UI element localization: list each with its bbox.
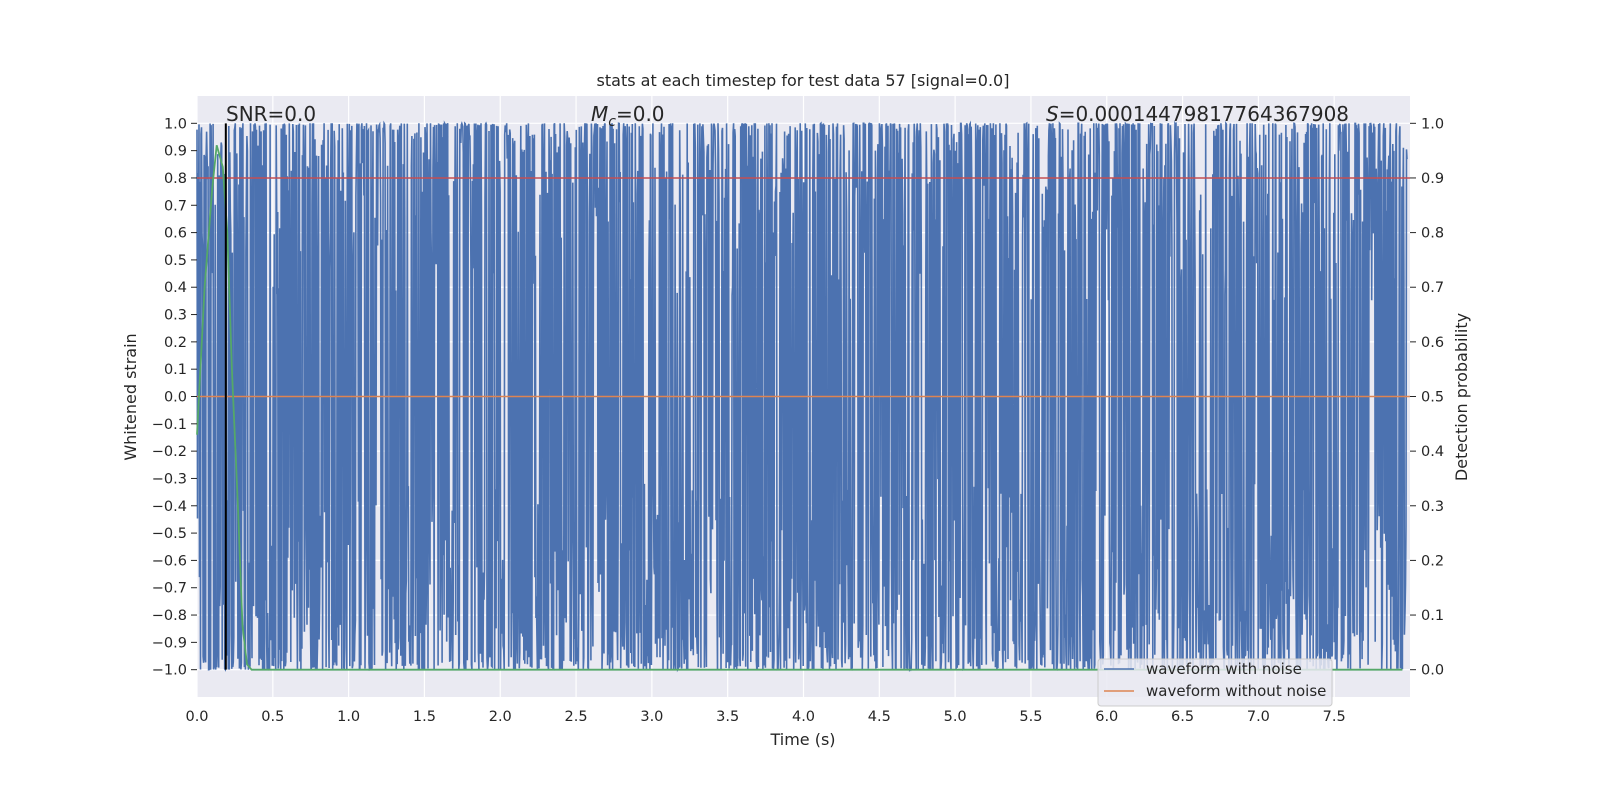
x-tick-label: 4.5 bbox=[868, 709, 891, 725]
y-tick-label: 0.6 bbox=[164, 226, 187, 242]
x-tick-label: 1.5 bbox=[413, 709, 436, 725]
x-tick-label: 0.5 bbox=[261, 709, 284, 725]
s-annotation: S=0.00014479817764367908 bbox=[1046, 102, 1349, 126]
y2-ticks: 1.0 0.9 0.8 0.7 0.6 0.5 0.4 0.3 0.2 0.1 0.0 bbox=[1410, 116, 1444, 679]
y-axis-label: Whitened strain bbox=[121, 333, 140, 460]
legend-label-noise: waveform with noise bbox=[1146, 660, 1302, 678]
y-tick-label: 0.4 bbox=[164, 280, 187, 296]
waveform-with-noise bbox=[196, 120, 1408, 673]
y-tick-label: −0.1 bbox=[152, 417, 187, 433]
y-tick-label: −0.7 bbox=[152, 581, 187, 597]
x-tick-label: 2.0 bbox=[489, 709, 512, 725]
mc-annotation: Mc=0.0 bbox=[591, 102, 665, 130]
y2-axis-label: Detection probability bbox=[1452, 313, 1471, 481]
x-tick-label: 6.5 bbox=[1171, 709, 1194, 725]
x-tick-label: 1.0 bbox=[337, 709, 360, 725]
y2-tick-label: 0.4 bbox=[1421, 444, 1444, 460]
y-tick-label: 0.5 bbox=[164, 253, 187, 269]
legend-box bbox=[1097, 658, 1333, 707]
mc-subscript: c bbox=[608, 114, 616, 130]
y-tick-label: 1.0 bbox=[164, 116, 187, 132]
y-tick-label: 0.8 bbox=[164, 171, 187, 187]
x-tick-label: 7.5 bbox=[1323, 709, 1346, 725]
detection-probability-line bbox=[196, 144, 1403, 671]
x-tick-label: 2.5 bbox=[565, 709, 588, 725]
x-axis-label: Time (s) bbox=[769, 730, 835, 749]
mc-value: =0.0 bbox=[616, 102, 665, 126]
noise-line bbox=[196, 120, 1408, 673]
s-value: =0.00014479817764367908 bbox=[1059, 102, 1349, 126]
y-tick-label: −0.5 bbox=[152, 526, 187, 542]
x-tick-label: 5.0 bbox=[944, 709, 967, 725]
y-tick-label: −1.0 bbox=[152, 663, 187, 679]
y2-tick-label: 0.8 bbox=[1421, 226, 1444, 242]
y-tick-label: −0.3 bbox=[152, 471, 187, 487]
legend-label-clean: waveform without noise bbox=[1146, 682, 1326, 700]
x-tick-label: 3.0 bbox=[640, 709, 663, 725]
legend: waveform with noise waveform without noi… bbox=[1097, 658, 1333, 707]
y-ticks: 1.0 0.9 0.8 0.7 0.6 0.5 0.4 0.3 0.2 0.1 0.0 −0.1 −0.… bbox=[152, 116, 197, 679]
y2-tick-label: 0.1 bbox=[1421, 608, 1444, 624]
y2-tick-label: 1.0 bbox=[1421, 116, 1444, 132]
y2-tick-label: 0.2 bbox=[1421, 553, 1444, 569]
mc-symbol: M bbox=[591, 102, 608, 126]
chart-title: stats at each timestep for test data 57 … bbox=[597, 71, 1010, 90]
overlays bbox=[196, 123, 1410, 671]
y2-tick-label: 0.9 bbox=[1421, 171, 1444, 187]
y-tick-label: −0.9 bbox=[152, 635, 187, 651]
y2-tick-label: 0.7 bbox=[1421, 280, 1444, 296]
y-tick-label: 0.1 bbox=[164, 362, 187, 378]
y2-tick-label: 0.0 bbox=[1421, 663, 1444, 679]
y2-tick-label: 0.5 bbox=[1421, 390, 1444, 406]
y-tick-label: 0.2 bbox=[164, 335, 187, 351]
y-tick-label: 0.3 bbox=[164, 308, 187, 324]
y-tick-label: −0.6 bbox=[152, 553, 187, 569]
s-symbol: S bbox=[1046, 102, 1059, 126]
y-tick-label: −0.8 bbox=[152, 608, 187, 624]
y-tick-label: 0.7 bbox=[164, 198, 187, 214]
x-tick-label: 3.5 bbox=[716, 709, 739, 725]
y-tick-label: −0.4 bbox=[152, 499, 187, 515]
x-tick-label: 4.0 bbox=[792, 709, 815, 725]
snr-annotation: SNR=0.0 bbox=[226, 102, 316, 126]
x-tick-label: 0.0 bbox=[185, 709, 208, 725]
y-tick-label: 0.0 bbox=[164, 390, 187, 406]
y-tick-label: −0.2 bbox=[152, 444, 187, 460]
y2-tick-label: 0.6 bbox=[1421, 335, 1444, 351]
x-tick-label: 6.0 bbox=[1095, 709, 1118, 725]
y2-tick-label: 0.3 bbox=[1421, 499, 1444, 515]
x-ticks: 0.0 0.5 1.0 1.5 2.0 2.5 3.0 3.5 4.0 4.5 5.0 5.5 6.0 6… bbox=[185, 709, 1345, 725]
x-tick-label: 5.5 bbox=[1019, 709, 1042, 725]
x-tick-label: 7.0 bbox=[1247, 709, 1270, 725]
y-tick-label: 0.9 bbox=[164, 144, 187, 160]
